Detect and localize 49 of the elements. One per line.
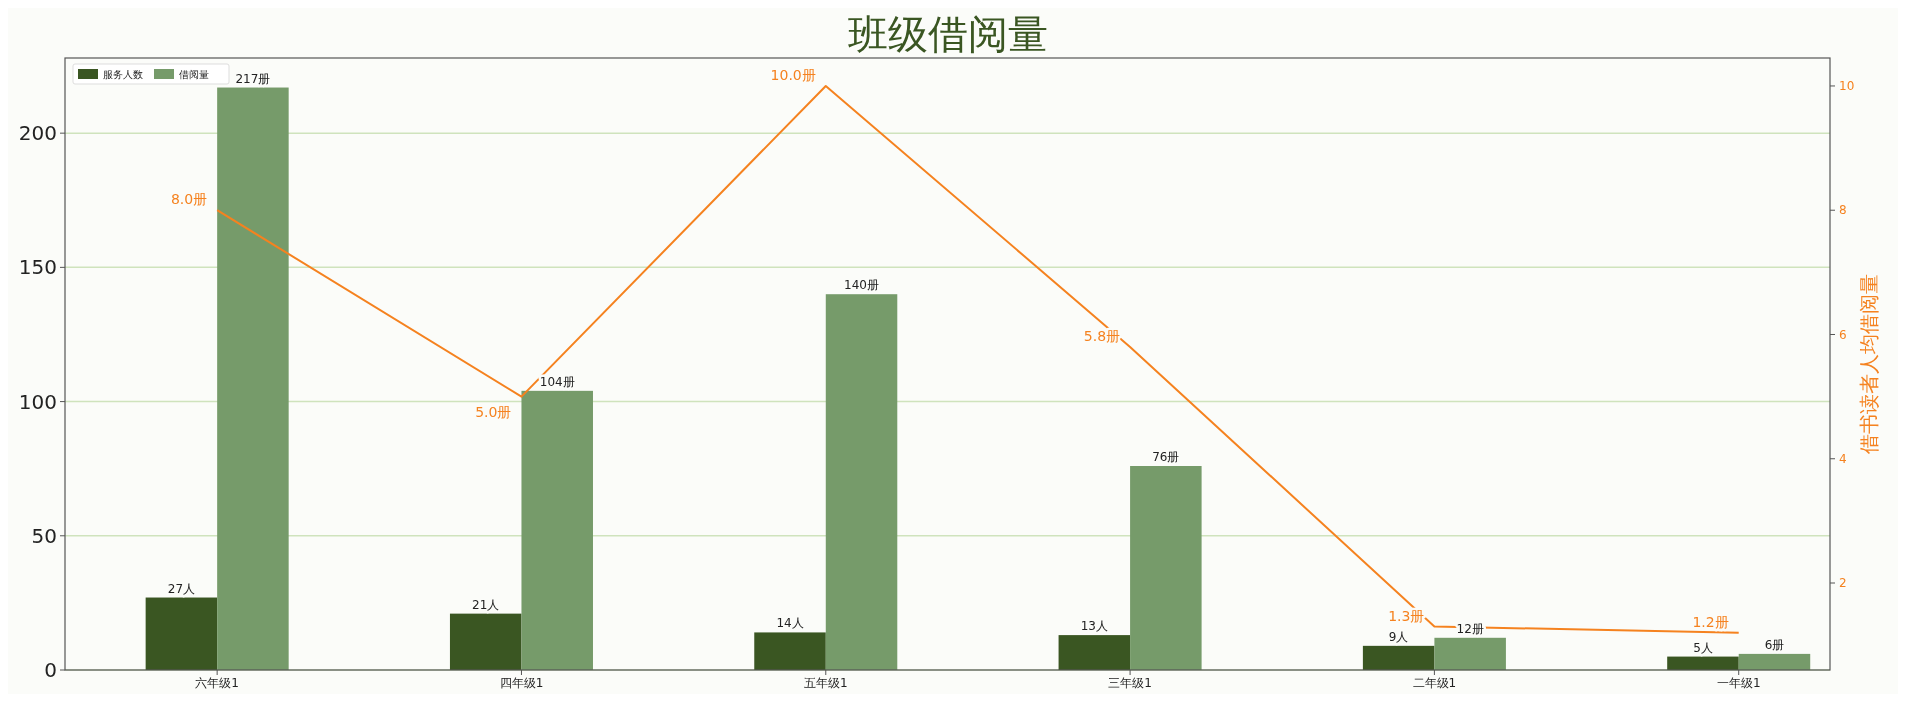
data-label: 21人 xyxy=(472,597,500,612)
bar xyxy=(1362,645,1435,670)
x-tick-label: 四年级1 xyxy=(499,676,544,690)
data-label: 14人 xyxy=(776,616,804,631)
data-label: 5.0册 xyxy=(475,403,512,420)
data-label: 140册 xyxy=(844,278,879,293)
y-tick-label: 50 xyxy=(31,523,57,548)
y2-tick-label: 10 xyxy=(1839,79,1855,94)
y-tick-label: 0 xyxy=(44,658,57,682)
data-label: 1.3册 xyxy=(1388,607,1425,624)
bar xyxy=(1058,635,1131,670)
data-label: 5.8册 xyxy=(1083,327,1121,344)
y-tick-label: 150 xyxy=(18,255,57,280)
y2-tick-label: 8 xyxy=(1839,203,1847,218)
data-label: 104册 xyxy=(539,374,575,389)
data-label: 13人 xyxy=(1080,619,1108,634)
data-label: 9人 xyxy=(1388,629,1409,644)
data-label: 1.2册 xyxy=(1692,613,1729,630)
data-label: 27人 xyxy=(167,581,196,596)
y2-tick-label: 2 xyxy=(1839,576,1847,591)
bar xyxy=(1667,656,1739,670)
legend-label: 借阅量 xyxy=(179,69,209,80)
x-tick-label: 三年级1 xyxy=(1108,676,1152,690)
bar xyxy=(1434,637,1506,670)
data-label: 5人 xyxy=(1693,640,1713,655)
bar xyxy=(825,294,898,670)
data-label: 10.0册 xyxy=(770,66,816,83)
y-tick-label: 100 xyxy=(18,389,57,414)
bar xyxy=(754,632,826,670)
chart-title: 班级借阅量 xyxy=(847,11,1048,57)
legend-label: 服务人数 xyxy=(103,69,143,80)
bar xyxy=(145,597,218,670)
x-tick-label: 六年级1 xyxy=(195,676,239,690)
bar xyxy=(449,613,522,670)
data-label: 76册 xyxy=(1152,450,1180,464)
data-label: 8.0册 xyxy=(170,191,208,208)
data-label: 217册 xyxy=(235,71,271,86)
bar xyxy=(1738,653,1811,670)
bar xyxy=(521,390,593,670)
x-tick-label: 五年级1 xyxy=(803,676,848,690)
y-tick-label: 200 xyxy=(18,121,57,146)
x-tick-label: 二年级1 xyxy=(1412,676,1457,690)
y2-axis-title: 借书读者人均借阅量 xyxy=(1857,274,1881,454)
y2-tick-label: 4 xyxy=(1839,451,1847,466)
x-tick-label: 一年级1 xyxy=(1716,676,1761,690)
bar xyxy=(217,87,289,670)
data-label: 6册 xyxy=(1764,637,1785,652)
bar xyxy=(1130,466,1202,670)
y2-tick-label: 6 xyxy=(1839,327,1847,342)
